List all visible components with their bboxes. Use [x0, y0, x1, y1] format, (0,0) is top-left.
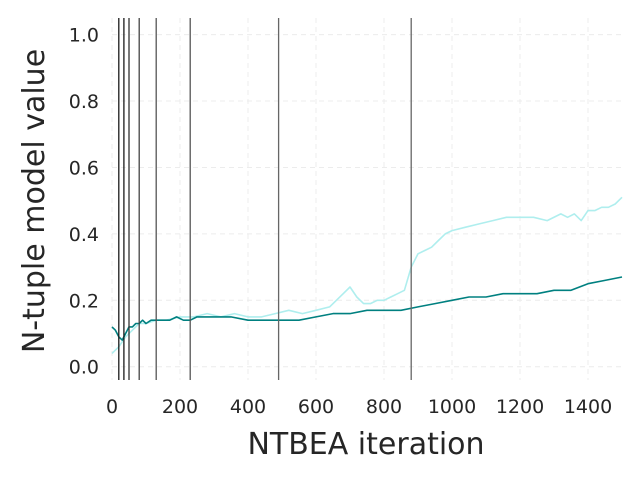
series-group [111, 196, 623, 354]
x-tick-label: 800 [366, 396, 402, 418]
x-tick-label: 1000 [428, 396, 476, 418]
x-axis-title: NTBEA iteration [247, 427, 484, 462]
y-tick-label: 0.2 [69, 290, 99, 312]
x-tick-label: 1200 [496, 396, 544, 418]
series-line-2 [111, 276, 623, 341]
x-tick-labels: 0 200 400 600 800 1000 1200 1400 [106, 396, 612, 418]
y-tick-label: 0.6 [69, 157, 99, 179]
x-tick-label: 600 [298, 396, 334, 418]
x-tick-label: 1400 [564, 396, 612, 418]
series-line-1 [111, 196, 623, 354]
vertical-lines [118, 18, 412, 380]
y-axis-title: N-tuple model value [17, 49, 52, 353]
x-tick-label: 400 [230, 396, 266, 418]
x-tick-label: 0 [106, 396, 118, 418]
y-tick-label: 0.0 [69, 357, 99, 379]
y-tick-labels: 0.0 0.2 0.4 0.6 0.8 1.0 [69, 25, 99, 379]
grid [111, 18, 622, 380]
y-tick-label: 0.8 [69, 91, 99, 113]
y-tick-label: 0.4 [69, 224, 99, 246]
y-tick-label: 1.0 [69, 25, 99, 47]
x-tick-label: 200 [162, 396, 198, 418]
